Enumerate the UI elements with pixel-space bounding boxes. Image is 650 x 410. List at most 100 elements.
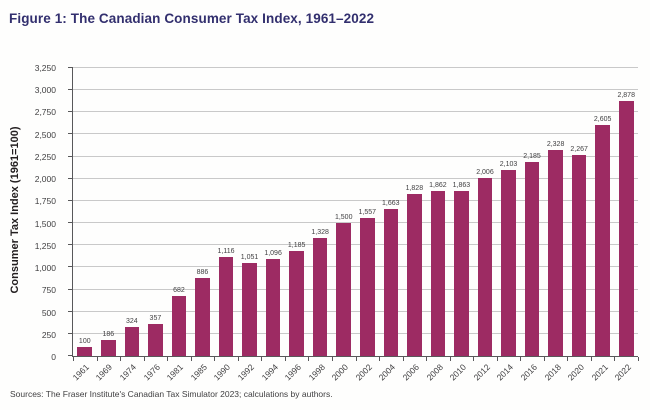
bar-slot: 1,096 [261, 68, 285, 356]
x-tick-label: 1996 [282, 362, 304, 383]
x-tick-mark [331, 357, 333, 361]
x-tick-mark [379, 357, 381, 361]
x-tick-mark [473, 357, 475, 361]
bar-slot: 2,006 [473, 68, 497, 356]
bar-1981 [171, 295, 187, 356]
bar-slot: 1,863 [450, 68, 474, 356]
bar-1990 [218, 257, 234, 356]
y-tick-label: 1,500 [34, 218, 56, 229]
x-tick-mark [143, 357, 145, 361]
x-tick-mark [284, 357, 286, 361]
x-tick-label: 1990 [211, 362, 233, 383]
bar-value-label: 1,557 [358, 209, 377, 217]
y-tick-mark [68, 288, 73, 290]
bar-value-label: 1,051 [240, 253, 259, 261]
bar-value-label: 1,862 [429, 182, 447, 189]
bar-1969 [101, 339, 116, 356]
bar-slot: 1,051 [238, 68, 262, 356]
bar-slot: 2,328 [544, 68, 568, 356]
bar-value-label: 186 [102, 330, 115, 338]
bar-2008 [430, 191, 446, 356]
x-tick-mark [237, 357, 239, 361]
x-tick-mark [73, 357, 74, 361]
bar-value-label: 100 [78, 338, 91, 346]
x-tick-mark [96, 357, 98, 361]
bar-slot: 2,185 [520, 68, 544, 356]
bar-2012 [477, 178, 493, 356]
y-tick-mark [68, 222, 73, 224]
x-tick-label: 2012 [471, 362, 492, 383]
y-tick-label: 1,250 [34, 240, 56, 251]
y-tick-mark [68, 199, 73, 201]
x-tick-mark [496, 357, 498, 361]
x-tick-label: 1985 [188, 362, 209, 383]
bar-2022 [618, 100, 634, 356]
y-tick-label: 2,750 [34, 107, 56, 118]
bar-slot: 1,500 [332, 68, 356, 356]
bar-value-label: 1,828 [405, 185, 424, 193]
x-tick-mark [190, 357, 192, 361]
y-tick-mark [68, 111, 73, 113]
x-tick-mark [308, 357, 310, 361]
y-tick-mark [68, 155, 73, 157]
y-tick-label: 2,000 [34, 174, 56, 185]
gridline [73, 288, 638, 290]
bar-slot: 2,267 [567, 68, 591, 356]
bar-1994 [265, 258, 281, 356]
figure-title: Figure 1: The Canadian Consumer Tax Inde… [9, 11, 375, 26]
x-tick-label: 2000 [329, 362, 351, 383]
x-tick-mark [426, 357, 428, 361]
y-tick-mark [68, 177, 73, 179]
bar-value-label: 886 [196, 268, 209, 276]
gridline [73, 155, 638, 157]
x-tick-label: 1976 [141, 362, 162, 383]
gridline [73, 133, 638, 135]
bar-slot: 886 [191, 68, 215, 356]
y-tick-mark [68, 133, 73, 135]
bar-1976 [148, 324, 163, 356]
x-tick-mark [449, 357, 451, 361]
y-tick-mark [68, 244, 73, 246]
x-tick-mark [261, 357, 263, 361]
bar-1992 [242, 262, 257, 356]
bar-2004 [383, 208, 399, 356]
bar-slot: 1,185 [285, 68, 309, 356]
gridline [73, 89, 638, 91]
bar-slot: 357 [144, 68, 168, 356]
bar-2010 [454, 190, 469, 356]
x-tick-mark [567, 357, 569, 361]
gridline [73, 199, 638, 201]
bar-value-label: 682 [173, 286, 185, 294]
bar-slot: 1,557 [356, 68, 380, 356]
bar-value-label: 1,116 [217, 248, 235, 256]
y-tick-mark [68, 266, 73, 268]
x-tick-mark [167, 357, 169, 361]
x-tick-label: 2010 [447, 362, 469, 383]
source-note: Sources: The Fraser Institute's Canadian… [10, 389, 333, 399]
bar-slot: 2,605 [591, 68, 615, 356]
x-tick-label: 2004 [376, 362, 398, 383]
bar-slot: 1,828 [403, 68, 427, 356]
y-tick-mark [68, 67, 73, 68]
bar-value-label: 1,863 [452, 181, 471, 189]
x-tick-label: 2020 [565, 362, 587, 383]
bar-2000 [336, 223, 351, 356]
x-tick-label: 2018 [542, 362, 563, 383]
bar-2002 [359, 218, 375, 356]
y-tick-label: 0 [51, 352, 56, 362]
x-tick-label: 2021 [589, 362, 610, 383]
x-tick-mark [214, 357, 216, 361]
x-tick-label: 2022 [612, 362, 634, 383]
x-tick-mark [402, 357, 404, 361]
bar-2021 [595, 125, 610, 356]
y-tick-label: 500 [41, 307, 56, 318]
y-tick-mark [68, 332, 73, 334]
y-tick-label: 3,250 [34, 63, 56, 73]
bar-value-label: 1,185 [287, 242, 306, 249]
x-tick-label: 2016 [518, 362, 539, 383]
x-tick-label: 2006 [400, 362, 422, 383]
bar-value-label: 1,096 [264, 249, 282, 257]
y-tick-mark [68, 355, 73, 356]
x-tick-label: 1969 [93, 362, 115, 383]
